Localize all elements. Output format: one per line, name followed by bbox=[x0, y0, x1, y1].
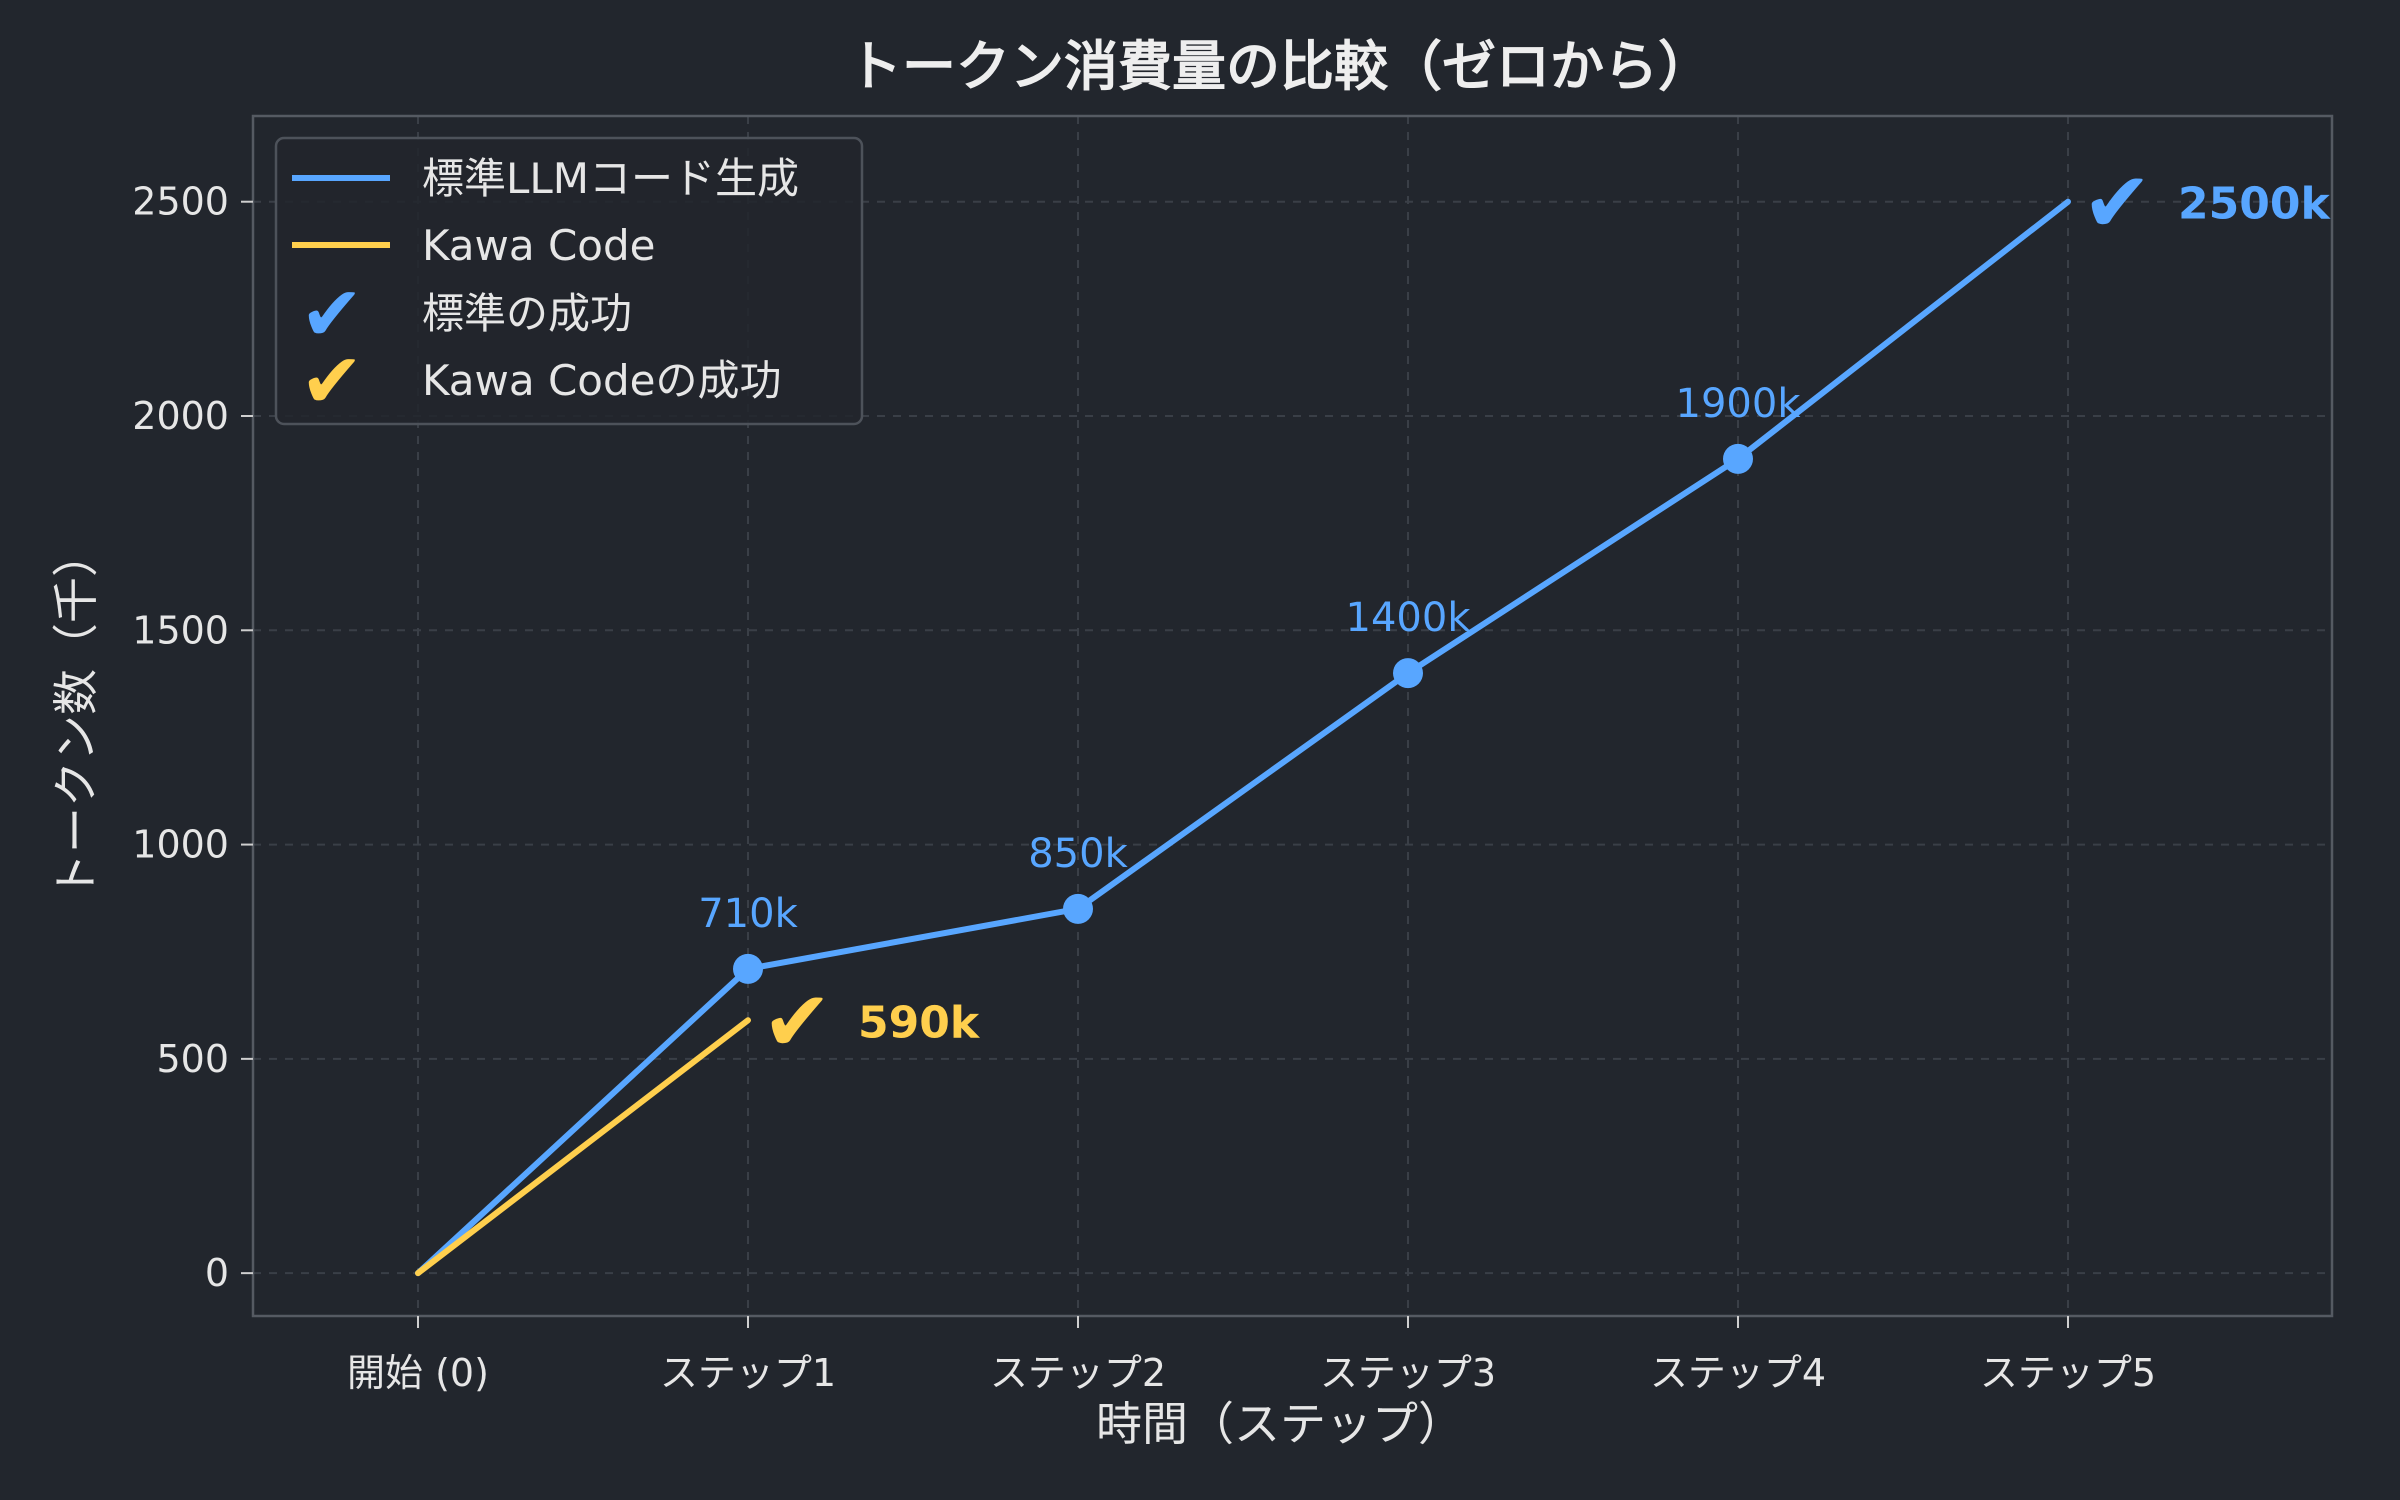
y-tick-label: 2500 bbox=[132, 180, 229, 224]
legend-label: 標準の成功 bbox=[422, 289, 632, 338]
legend-label: Kawa Code bbox=[422, 221, 656, 270]
y-tick-label: 500 bbox=[156, 1037, 229, 1081]
end-value-label: 2500k bbox=[2178, 179, 2331, 230]
y-axis-label: トークン数（千） bbox=[49, 531, 103, 899]
data-point bbox=[733, 953, 763, 984]
y-tick-label: 2000 bbox=[132, 394, 229, 438]
y-tick-label: 1000 bbox=[132, 823, 229, 867]
x-tick-label: ステップ5 bbox=[1980, 1351, 2156, 1395]
legend-label: Kawa Codeの成功 bbox=[422, 356, 782, 405]
end-value-label: 590k bbox=[858, 997, 981, 1048]
data-label: 850k bbox=[1028, 831, 1128, 877]
check-mark-icon: ✔ bbox=[2082, 154, 2152, 252]
data-point bbox=[1393, 658, 1423, 689]
x-axis-label: 時間（ステップ） bbox=[1096, 1397, 1464, 1451]
data-label: 1900k bbox=[1676, 381, 1802, 427]
x-tick-label: ステップ1 bbox=[660, 1351, 836, 1395]
check-mark-icon: ✔ bbox=[762, 972, 832, 1070]
x-tick-label: ステップ4 bbox=[1650, 1351, 1826, 1395]
chart-title: トークン消費量の比較（ゼロから） bbox=[848, 35, 1712, 98]
legend-box bbox=[274, 136, 864, 426]
x-tick-label: ステップ3 bbox=[1320, 1351, 1496, 1395]
data-label: 710k bbox=[698, 891, 798, 937]
y-tick-label: 0 bbox=[205, 1251, 229, 1295]
labels-layer: 710k 850k 1400k 1900k ✔ 2500k ✔ 590k bbox=[698, 154, 2331, 1071]
x-tick-label: ステップ2 bbox=[990, 1351, 1166, 1395]
series-line-1 bbox=[415, 1017, 751, 1277]
legend-label: 標準LLMコード生成 bbox=[422, 154, 799, 203]
data-point bbox=[1723, 443, 1753, 474]
y-tick-label: 1500 bbox=[132, 608, 229, 652]
series-line-0 bbox=[415, 198, 2071, 1277]
data-point bbox=[1063, 893, 1093, 924]
x-tick-label: 開始 (0) bbox=[347, 1351, 489, 1395]
legend: 標準LLMコード生成 Kawa Code ✔ 標準の成功 ✔ Kawa Codeの成功 bbox=[274, 136, 864, 426]
axes-layer: 0 500 1000 1500 2000 2500 開始 (0) ステップ1 ステップ2 ステップ… bbox=[132, 114, 2334, 1395]
series-layer bbox=[415, 198, 2071, 1277]
plot-frame bbox=[251, 114, 2334, 1318]
check-mark-icon: ✔ bbox=[300, 269, 364, 358]
check-mark-icon: ✔ bbox=[300, 336, 364, 425]
data-label: 1400k bbox=[1346, 595, 1472, 641]
